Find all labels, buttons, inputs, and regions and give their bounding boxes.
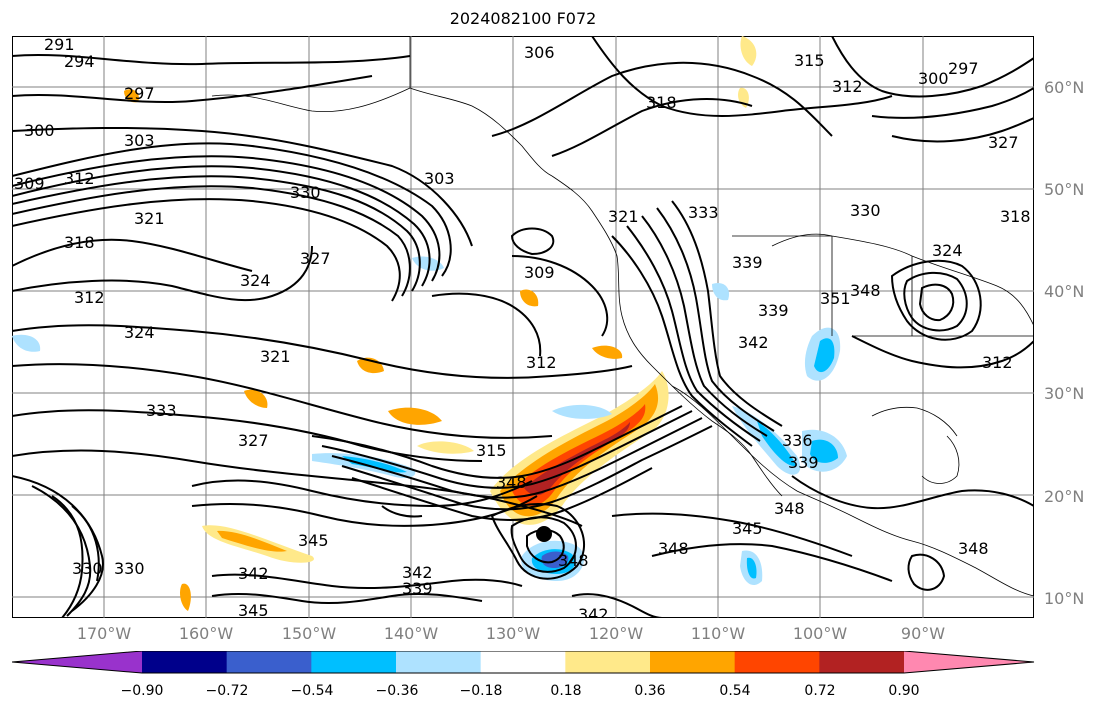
contour-label: 348 (774, 499, 805, 518)
lat-label: 60°N (1044, 78, 1085, 97)
contour-label: 306 (524, 43, 555, 62)
contour-label: 348 (850, 281, 881, 300)
contour-label: 339 (758, 301, 789, 320)
colorbar-tick-label: −0.18 (459, 683, 503, 699)
storm-center-marker (536, 526, 552, 542)
contour-label: 345 (298, 531, 329, 550)
contour-label: 321 (608, 207, 639, 226)
contour-label: 339 (788, 453, 819, 472)
contour-label: 330 (114, 559, 145, 578)
contour-label: 342 (578, 605, 609, 618)
colorbar-tick-label: −0.36 (375, 683, 419, 699)
contour-label: 312 (526, 353, 557, 372)
contour-label: 318 (64, 233, 95, 252)
contour-label: 324 (124, 323, 155, 342)
contour-label: 318 (646, 93, 677, 112)
contour-label: 339 (732, 253, 763, 272)
contour-label: 312 (74, 288, 105, 307)
contour-label: 318 (1000, 207, 1031, 226)
contour-label: 342 (402, 563, 433, 582)
contour-label: 348 (958, 539, 989, 558)
lon-label: 110°W (690, 624, 746, 643)
colorbar-segment (819, 651, 905, 673)
contour-label: 330 (850, 201, 881, 220)
coastlines (211, 36, 1034, 597)
contour-label: 303 (424, 169, 455, 188)
contour-label: 297 (948, 59, 979, 78)
colorbar-segment (226, 651, 312, 673)
colorbar-tick-label: 0.18 (550, 683, 582, 699)
lon-label: 120°W (588, 624, 644, 643)
contour-label: 291 (44, 36, 75, 54)
lat-label: 40°N (1044, 282, 1085, 301)
contour-label: 309 (14, 174, 45, 193)
contour-label: 345 (732, 519, 763, 538)
contour-label: 333 (146, 401, 177, 420)
contour-label: 327 (238, 431, 269, 450)
colorbar-segment (734, 651, 820, 673)
contour-label: 315 (794, 51, 825, 70)
contour-label: 309 (524, 263, 555, 282)
lon-label: 100°W (792, 624, 848, 643)
colorbar-extend-high (904, 651, 1034, 673)
contour-label: 339 (402, 579, 433, 598)
contour-label: 348 (658, 539, 689, 558)
contour-label: 324 (240, 271, 271, 290)
contour-lines (12, 36, 1034, 618)
lat-label: 30°N (1044, 384, 1085, 403)
contour-label: 297 (124, 84, 155, 103)
contour-label: 330 (72, 559, 103, 578)
contour-label: 342 (738, 333, 769, 352)
colorbar-tick-label: −0.90 (120, 683, 164, 699)
colorbar-segment (142, 651, 228, 673)
colorbar-tick-label: −0.54 (290, 683, 334, 699)
map-title: 2024082100 F072 (449, 9, 597, 28)
contour-label: 348 (558, 551, 589, 570)
contour-label-group: 291 294 297 300 303 309 312 330 321 318 … (14, 36, 1031, 618)
colorbar (12, 651, 1035, 674)
contour-label: 321 (134, 209, 165, 228)
contour-label: 351 (820, 289, 851, 308)
colorbar-segment (480, 651, 566, 673)
contour-label: 345 (238, 601, 269, 618)
contour-label: 312 (832, 77, 863, 96)
contour-label: 300 (24, 121, 55, 140)
contour-label: 324 (932, 241, 963, 260)
contour-label: 312 (64, 169, 95, 188)
contour-label: 327 (988, 133, 1019, 152)
lat-label: 10°N (1044, 589, 1085, 608)
lon-label: 140°W (383, 624, 439, 643)
colorbar-tick-label: 0.90 (888, 683, 920, 699)
colorbar-tick-label: 0.54 (719, 683, 751, 699)
contour-label: 315 (476, 441, 507, 460)
colorbar-segment (311, 651, 397, 673)
colorbar-segment (650, 651, 736, 673)
contour-label: 336 (782, 431, 813, 450)
colorbar-segment (565, 651, 651, 673)
colorbar-tick-label: 0.36 (634, 683, 666, 699)
graticule (12, 36, 1034, 618)
contour-label: 327 (300, 249, 331, 268)
lon-label: 160°W (178, 624, 234, 643)
lon-label: 130°W (485, 624, 541, 643)
contour-label: 333 (688, 203, 719, 222)
colorbar-segment (396, 651, 482, 673)
contour-label: 330 (290, 183, 321, 202)
contour-label: 342 (238, 564, 269, 583)
map-plot: 291 294 297 300 303 309 312 330 321 318 … (12, 36, 1034, 618)
colorbar-extend-low (12, 651, 142, 673)
colorbar-tick-label: −0.72 (205, 683, 249, 699)
lat-label: 20°N (1044, 487, 1085, 506)
contour-label: 303 (124, 131, 155, 150)
lon-label: 90°W (900, 624, 946, 643)
contour-label: 312 (982, 353, 1013, 372)
lat-label: 50°N (1044, 180, 1085, 199)
contour-label: 294 (64, 52, 95, 71)
colorbar-tick-label: 0.72 (804, 683, 836, 699)
contour-label: 348 (496, 473, 527, 492)
lon-label: 170°W (76, 624, 132, 643)
contour-label: 321 (260, 347, 291, 366)
contour-label: 300 (918, 69, 949, 88)
lon-label: 150°W (281, 624, 337, 643)
